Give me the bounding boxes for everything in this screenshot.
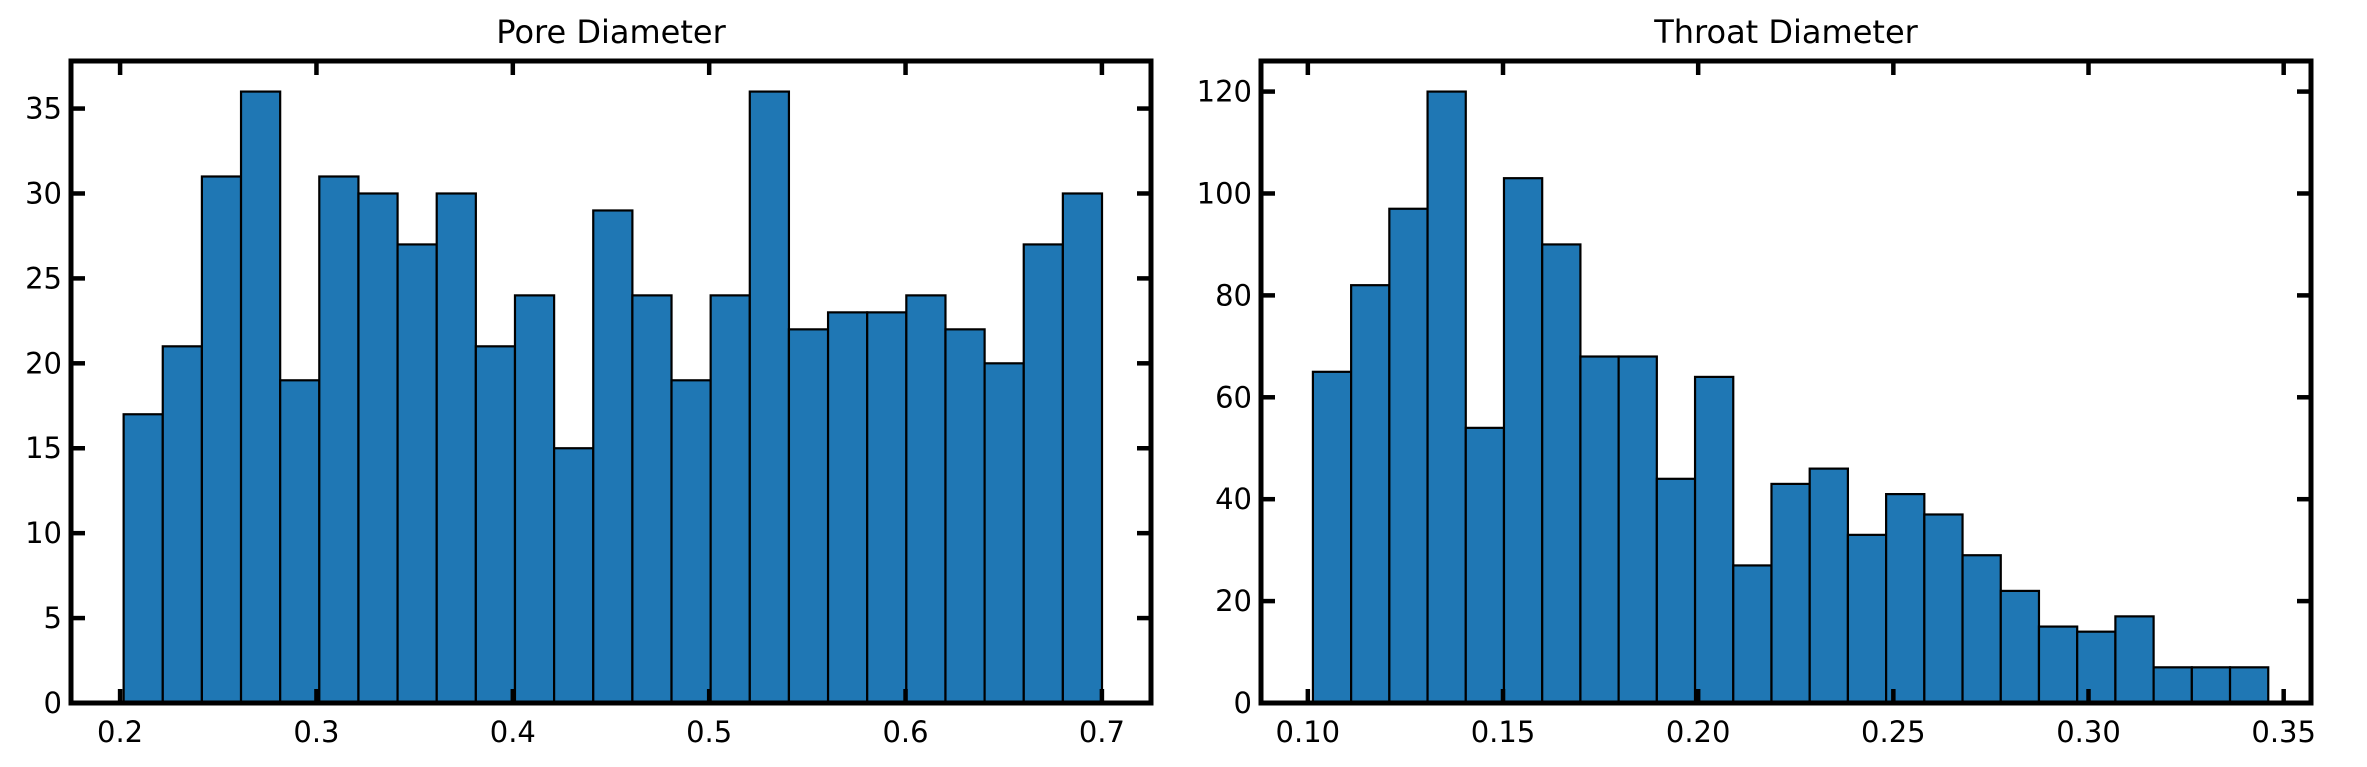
histogram-bar: [161, 345, 203, 705]
x-tick-label: 0.6: [882, 715, 928, 749]
histogram-bar: [357, 192, 399, 705]
chart-title: Throat Diameter: [1653, 13, 1918, 51]
histogram-bar: [983, 362, 1025, 705]
y-tick-label: 60: [1215, 380, 1252, 414]
histogram-bar: [905, 294, 947, 705]
y-tick-label: 35: [25, 92, 62, 126]
histogram-bar: [1388, 207, 1429, 705]
histogram-bar: [826, 311, 869, 705]
histogram-bar: [1061, 192, 1104, 705]
histogram-bar: [318, 175, 360, 705]
histogram-bar: [1426, 90, 1467, 705]
histogram-bar: [1961, 554, 2002, 705]
y-tick-label: 40: [1215, 482, 1252, 516]
pore-diameter-panel: 0.2 0.3 0.4 0.5 0.6 0.7 0 5 10 15 20 25 30 35 Pore Dia…: [25, 13, 1154, 749]
histogram-bar: [279, 379, 321, 705]
y-tick-label: 80: [1215, 278, 1252, 312]
histogram-bar: [1350, 284, 1391, 705]
histogram-bar: [239, 90, 282, 705]
histogram-bar: [513, 294, 556, 705]
histogram-bar: [866, 311, 908, 705]
histogram-bar: [1923, 513, 1964, 705]
histogram-bar: [1655, 477, 1697, 705]
x-tick-label: 0.10: [1276, 715, 1341, 749]
histogram-bar: [2114, 615, 2155, 705]
x-tick-label: 0.35: [2251, 715, 2316, 749]
axes-frame: [1258, 58, 2314, 706]
histogram-bar: [553, 447, 595, 705]
histogram-bar: [1311, 370, 1353, 705]
histogram-bar: [2037, 625, 2079, 705]
x-tick-label: 0.5: [686, 715, 732, 749]
x-tick-label: 0.4: [490, 715, 536, 749]
histogram-bar: [631, 294, 673, 705]
y-tick-label: 100: [1197, 176, 1252, 210]
histogram-bar: [435, 192, 477, 705]
histogram-bar: [787, 328, 830, 705]
histogram-bar: [1732, 564, 1773, 705]
histogram-bar: [670, 379, 712, 705]
histogram-bar: [1885, 493, 1926, 705]
histogram-bar: [709, 294, 751, 705]
histogram-bar: [1579, 355, 1620, 705]
y-tick-label: 0: [44, 686, 62, 720]
histogram-bar: [1617, 355, 1658, 705]
histogram-bar: [1999, 589, 2041, 705]
histogram-bar: [1541, 243, 1582, 705]
axes-frame: [68, 58, 1154, 706]
histogram-bar: [748, 90, 791, 705]
x-tick-label: 0.20: [1666, 715, 1731, 749]
histogram-bar: [1502, 177, 1544, 705]
histogram-bar: [1693, 375, 1735, 705]
x-tick-label: 0.15: [1471, 715, 1536, 749]
histogram-bar: [1846, 533, 1888, 705]
x-tick-label: 0.7: [1079, 715, 1125, 749]
y-tick-label: 0: [1234, 686, 1252, 720]
histogram-bar: [200, 175, 243, 705]
histogram-bar: [2190, 666, 2232, 705]
y-tick-label: 20: [25, 346, 62, 380]
y-tick-label: 20: [1215, 584, 1252, 618]
histogram-bar: [474, 345, 517, 705]
histogram-bar: [1770, 482, 1811, 705]
histogram-bar: [396, 243, 438, 705]
histogram-bar: [592, 209, 634, 705]
y-tick-label: 5: [44, 601, 62, 635]
histogram-bar: [1464, 426, 1506, 705]
y-tick-label: 25: [25, 261, 62, 295]
y-tick-label: 30: [25, 176, 62, 210]
histogram-bar: [944, 328, 986, 705]
throat-diameter-panel: 0.10 0.15 0.20 0.25 0.30 0.35 0 20 40 60 80 100 120 T…: [1197, 13, 2316, 749]
histogram-bar: [2228, 666, 2270, 705]
x-tick-label: 0.25: [1861, 715, 1926, 749]
histogram-bar: [1022, 243, 1064, 705]
histogram-bar: [1808, 467, 1849, 705]
y-tick-label: 15: [25, 431, 62, 465]
y-tick-label: 10: [25, 516, 62, 550]
histogram-bar: [2152, 666, 2193, 705]
histogram-bar: [122, 413, 164, 705]
x-tick-label: 0.3: [293, 715, 339, 749]
y-tick-label: 120: [1197, 75, 1252, 109]
x-tick-label: 0.2: [97, 715, 143, 749]
x-tick-label: 0.30: [2056, 715, 2121, 749]
chart-title: Pore Diameter: [496, 13, 726, 51]
histogram-bar: [2076, 630, 2117, 705]
